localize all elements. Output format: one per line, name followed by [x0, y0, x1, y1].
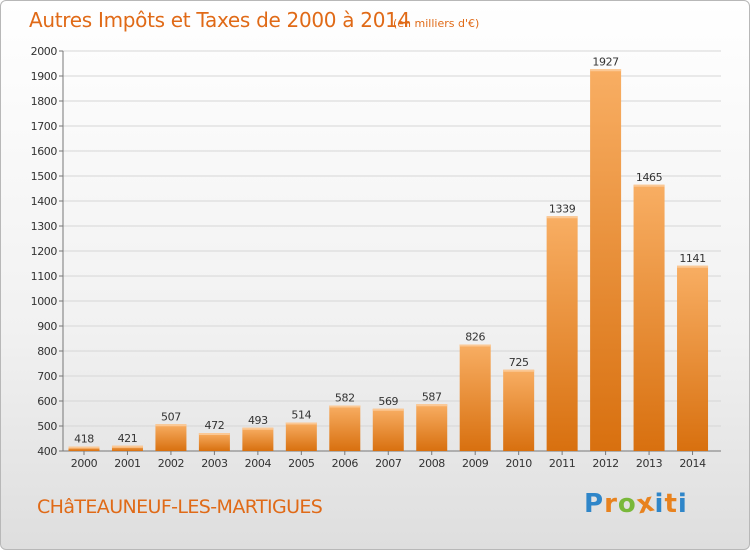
- x-tick-label-2014: 2014: [679, 457, 706, 470]
- value-label-2007: 569: [378, 395, 398, 408]
- value-label-2011: 1339: [549, 202, 576, 215]
- y-tick-label: 1900: [31, 70, 58, 83]
- bar-2005: [285, 422, 317, 451]
- bar-highlight-2011: [546, 216, 578, 219]
- bar-2008: [416, 404, 448, 451]
- logo-letter: r: [604, 489, 618, 519]
- y-tick-label: 700: [37, 370, 57, 383]
- value-label-2012: 1927: [592, 55, 619, 68]
- bar-highlight-2012: [590, 69, 622, 72]
- y-tick-label: 1400: [31, 195, 58, 208]
- y-tick-label: 1800: [31, 95, 58, 108]
- y-tick-label: 800: [37, 345, 57, 358]
- x-tick-label-2011: 2011: [549, 457, 575, 470]
- bar-highlight-2007: [372, 408, 404, 411]
- value-label-2003: 472: [205, 419, 225, 432]
- value-label-2014: 1141: [679, 252, 705, 265]
- bar-2003: [198, 433, 230, 451]
- value-label-2000: 418: [74, 433, 94, 446]
- bar-highlight-2004: [242, 427, 274, 430]
- x-tick-label-2012: 2012: [592, 457, 618, 470]
- bar-2009: [459, 344, 491, 451]
- x-tick-label-2009: 2009: [462, 457, 489, 470]
- bar-2001: [111, 445, 143, 451]
- proxiti-logo: Proxiti: [584, 487, 688, 520]
- value-label-2006: 582: [335, 392, 355, 405]
- bar-highlight-2006: [329, 405, 361, 408]
- grid-lines: [63, 50, 721, 452]
- bar-highlight-2005: [285, 422, 317, 425]
- chart-title: Autres Impôts et Taxes de 2000 à 2014: [29, 8, 410, 32]
- x-tick-label-2001: 2001: [114, 457, 140, 470]
- bar-highlight-2008: [416, 404, 448, 407]
- labels: 400 500 600 700 800 900 1000 1100 1200 1300 1400 15…: [31, 45, 707, 470]
- value-label-2004: 493: [248, 414, 268, 427]
- x-tick-label-2004: 2004: [245, 457, 272, 470]
- y-tick-label: 1200: [31, 245, 58, 258]
- y-tick-label: 1600: [31, 145, 58, 158]
- bar-2000: [68, 446, 100, 451]
- bar-2007: [372, 408, 404, 451]
- y-tick-label: 900: [37, 320, 57, 333]
- bar-2012: [590, 69, 622, 451]
- logo-letter: i: [677, 489, 688, 519]
- bars: [68, 69, 709, 451]
- x-tick-label-2003: 2003: [201, 457, 228, 470]
- x-tick-label-2002: 2002: [158, 457, 184, 470]
- logo-letter: o: [617, 489, 637, 519]
- bar-highlight-2009: [459, 344, 491, 347]
- value-label-2008: 587: [422, 390, 442, 403]
- bar-highlight-2014: [677, 265, 709, 268]
- y-tick-label: 600: [37, 395, 57, 408]
- value-label-2002: 507: [161, 410, 181, 423]
- bar-2006: [329, 405, 361, 451]
- bar-2004: [242, 427, 274, 451]
- bar-2011: [546, 216, 578, 451]
- unit-label: (en milliers d'€): [393, 17, 480, 30]
- x-tick-label-2008: 2008: [419, 457, 446, 470]
- y-tick-label: 1500: [31, 170, 58, 183]
- bar-2014: [677, 265, 709, 451]
- x-tick-label-2000: 2000: [71, 457, 98, 470]
- y-tick-label: 1000: [31, 295, 58, 308]
- value-label-2010: 725: [509, 356, 529, 369]
- bar-highlight-2013: [633, 184, 665, 187]
- x-tick-label-2006: 2006: [332, 457, 359, 470]
- value-label-2005: 514: [291, 409, 311, 422]
- bar-highlight-2010: [503, 369, 535, 372]
- bar-highlight-2003: [198, 433, 230, 435]
- logo-letter: i: [654, 489, 665, 519]
- y-tick-label: 400: [37, 445, 57, 458]
- location-name: CHâTEAUNEUF-LES-MARTIGUES: [37, 496, 323, 518]
- bar-highlight-2000: [68, 446, 100, 449]
- logo-letter: P: [584, 489, 605, 519]
- bar-2002: [155, 424, 187, 451]
- y-tick-label: 1700: [31, 120, 58, 133]
- bar-2010: [503, 369, 535, 451]
- x-tick-label-2013: 2013: [636, 457, 663, 470]
- bar-highlight-2001: [111, 445, 143, 448]
- y-tick-label: 2000: [31, 45, 58, 58]
- y-tick-label: 500: [37, 420, 57, 433]
- logo-letter: t: [664, 489, 678, 519]
- value-label-2001: 421: [118, 432, 138, 445]
- x-tick-label-2010: 2010: [505, 457, 532, 470]
- x-tick-label-2007: 2007: [375, 457, 402, 470]
- y-tick-label: 1300: [31, 220, 58, 233]
- x-tick-label-2005: 2005: [288, 457, 315, 470]
- value-label-2013: 1465: [636, 171, 663, 184]
- value-label-2009: 826: [465, 331, 485, 344]
- y-tick-label: 1100: [31, 270, 58, 283]
- bar-highlight-2002: [155, 424, 187, 427]
- bar-2013: [633, 184, 665, 451]
